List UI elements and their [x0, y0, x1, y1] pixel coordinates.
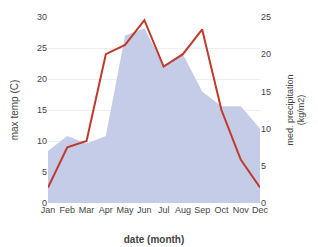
svg-text:Jul: Jul [158, 205, 170, 215]
svg-text:25: 25 [37, 43, 47, 53]
svg-text:5: 5 [42, 167, 47, 177]
svg-text:May: May [117, 205, 135, 215]
svg-text:25: 25 [261, 12, 271, 22]
svg-text:date (month): date (month) [124, 234, 185, 245]
svg-text:20: 20 [37, 74, 47, 84]
svg-text:Sep: Sep [194, 205, 210, 215]
svg-text:0: 0 [42, 198, 47, 208]
svg-text:Apr: Apr [99, 205, 113, 215]
svg-text:Dec: Dec [252, 205, 269, 215]
svg-text:10: 10 [37, 136, 47, 146]
svg-text:Jun: Jun [137, 205, 152, 215]
svg-text:0: 0 [261, 198, 266, 208]
svg-text:Jan: Jan [41, 205, 56, 215]
svg-text:5: 5 [261, 161, 266, 171]
svg-text:Nov: Nov [233, 205, 250, 215]
svg-text:Feb: Feb [60, 205, 76, 215]
svg-text:15: 15 [261, 87, 271, 97]
svg-text:Mar: Mar [79, 205, 95, 215]
svg-text:10: 10 [261, 124, 271, 134]
svg-text:30: 30 [37, 12, 47, 22]
svg-text:Aug: Aug [175, 205, 191, 215]
svg-text:15: 15 [37, 105, 47, 115]
svg-text:med. precipitation(kg/m2): med. precipitation(kg/m2) [285, 74, 307, 145]
svg-text:20: 20 [261, 49, 271, 59]
svg-text:max temp (C): max temp (C) [9, 80, 20, 141]
svg-text:Oct: Oct [214, 205, 229, 215]
